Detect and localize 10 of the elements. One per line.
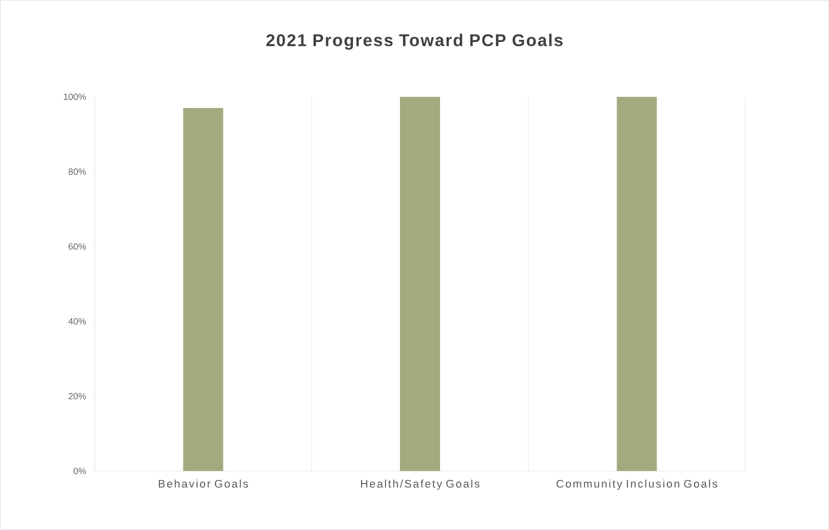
x-tick-label: Community Inclusion Goals [556,480,718,490]
y-tick-label: 80% [68,168,86,175]
x-tick-label: Health/Safety Goals [361,480,480,490]
y-tick-label: 20% [68,393,86,400]
y-tick-label: 60% [68,243,86,250]
x-tick-label: Behavior Goals [158,480,248,488]
y-tick-label: 0% [74,468,86,474]
chart-title: 2021 Progress Toward PCP Goals [266,34,563,50]
y-tick-label: 100% [64,94,86,100]
y-tick-label: 40% [68,318,86,325]
